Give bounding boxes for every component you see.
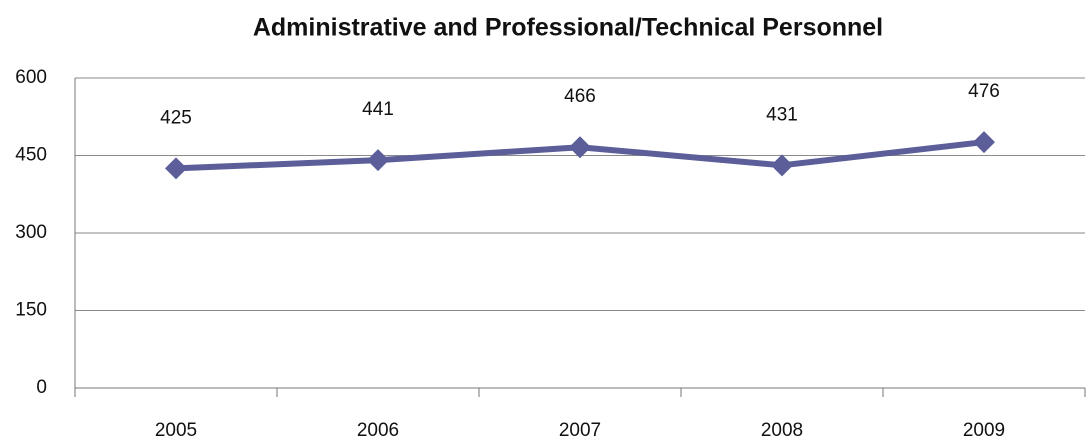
marker bbox=[165, 157, 187, 180]
x-tick-label: 2009 bbox=[963, 420, 1005, 441]
marker bbox=[973, 131, 995, 154]
y-tick-label: 0 bbox=[36, 377, 47, 398]
data-label: 466 bbox=[564, 86, 596, 107]
data-label: 476 bbox=[968, 81, 1000, 102]
x-tick-label: 2005 bbox=[155, 420, 197, 441]
data-label: 441 bbox=[362, 99, 394, 120]
data-label: 431 bbox=[766, 104, 798, 125]
data-label: 425 bbox=[160, 107, 192, 128]
x-tick-label: 2006 bbox=[357, 420, 399, 441]
x-tick-label: 2007 bbox=[559, 420, 601, 441]
x-tick-label: 2008 bbox=[761, 420, 803, 441]
y-tick-label: 450 bbox=[15, 145, 47, 166]
chart-title: Administrative and Professional/Technica… bbox=[253, 14, 883, 42]
y-tick-label: 150 bbox=[15, 300, 47, 321]
marker bbox=[569, 136, 591, 159]
y-tick-label: 600 bbox=[15, 67, 47, 88]
y-tick-label: 300 bbox=[15, 222, 47, 243]
marker bbox=[771, 154, 793, 177]
marker bbox=[367, 149, 389, 172]
